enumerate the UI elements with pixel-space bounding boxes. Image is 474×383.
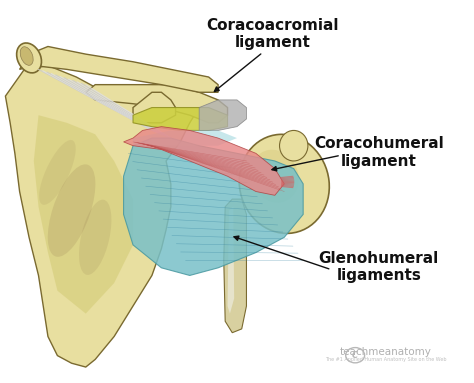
Text: Glenohumeral
ligaments: Glenohumeral ligaments <box>319 250 439 283</box>
Polygon shape <box>5 65 199 367</box>
Ellipse shape <box>48 164 95 257</box>
Polygon shape <box>224 199 246 333</box>
Ellipse shape <box>39 140 76 205</box>
Ellipse shape <box>239 134 329 233</box>
Text: teachmeanatomy: teachmeanatomy <box>340 347 432 357</box>
Ellipse shape <box>17 43 41 73</box>
Polygon shape <box>19 46 218 92</box>
Polygon shape <box>124 127 284 195</box>
Ellipse shape <box>20 47 33 65</box>
Polygon shape <box>124 138 303 275</box>
Polygon shape <box>228 207 234 314</box>
Ellipse shape <box>251 150 299 203</box>
Polygon shape <box>199 100 246 131</box>
Text: Coracohumeral
ligament: Coracohumeral ligament <box>314 136 444 169</box>
Polygon shape <box>133 131 237 146</box>
Text: C: C <box>352 351 358 360</box>
Polygon shape <box>34 115 133 314</box>
Text: Coracoacromial
ligament: Coracoacromial ligament <box>206 18 339 50</box>
Text: The #1 Applied Human Anatomy Site on the Web: The #1 Applied Human Anatomy Site on the… <box>325 357 447 362</box>
Polygon shape <box>133 92 175 123</box>
Ellipse shape <box>79 200 111 275</box>
Polygon shape <box>86 85 228 123</box>
Ellipse shape <box>280 131 308 161</box>
Polygon shape <box>133 108 228 131</box>
